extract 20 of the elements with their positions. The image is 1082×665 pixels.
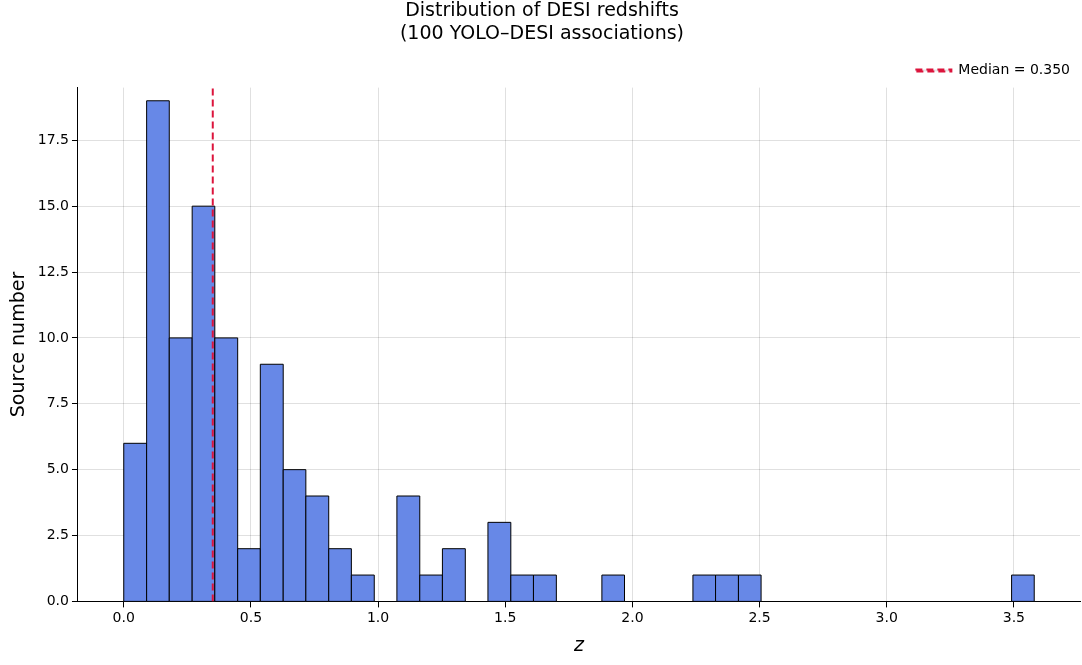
y-tick-label: 12.5 — [37, 262, 69, 279]
y-axis-title: Source number — [6, 271, 29, 418]
y-tick-label: 10.0 — [37, 328, 69, 345]
x-tick-label: 3.5 — [1002, 609, 1026, 626]
legend-label: Median = 0.350 — [958, 61, 1071, 78]
x-tick-label: 1.5 — [494, 609, 517, 626]
x-tick-label: 2.0 — [621, 609, 644, 626]
y-tick-label: 0.0 — [46, 592, 69, 609]
y-tick-label: 5.0 — [46, 460, 69, 477]
x-axis-title: z — [572, 632, 585, 655]
x-tick-label: 0.5 — [239, 609, 263, 626]
chart-title: Distribution of DESI redshifts (100 YOLO–DESI associations) — [399, 0, 685, 44]
x-tick-label: 0.0 — [112, 609, 135, 626]
x-tick-label: 2.5 — [748, 609, 771, 626]
y-tick-label: 15.0 — [37, 196, 69, 213]
x-tick-label: 3.0 — [875, 609, 898, 626]
y-tick-label: 17.5 — [37, 130, 69, 147]
y-tick-label: 2.5 — [46, 526, 69, 543]
y-tick-label: 7.5 — [46, 394, 69, 411]
x-tick-label: 1.0 — [366, 609, 390, 626]
